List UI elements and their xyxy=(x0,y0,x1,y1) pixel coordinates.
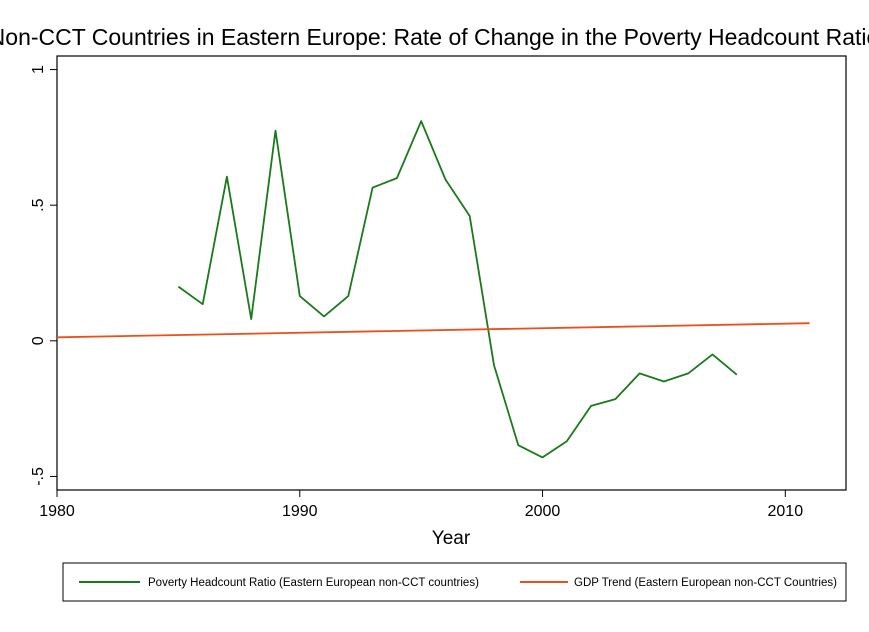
series-line-gdp xyxy=(56,322,810,339)
data-point-poverty xyxy=(590,405,592,407)
legend-label-gdp: GDP Trend (Eastern European non-CCT Coun… xyxy=(574,577,837,589)
x-tick-label: 1980 xyxy=(39,503,75,520)
data-point-poverty xyxy=(372,187,374,189)
data-point-poverty xyxy=(639,372,641,374)
y-axis: -.5 0 .5 1 xyxy=(30,65,57,486)
data-point-poverty xyxy=(299,295,301,297)
x-axis: 1980 1990 2000 2010 xyxy=(39,490,803,520)
series-layer xyxy=(56,120,811,459)
plot-area xyxy=(56,55,847,491)
data-point-poverty xyxy=(250,318,252,320)
data-point-poverty xyxy=(711,353,713,355)
data-point-poverty xyxy=(274,130,276,132)
x-tick-label: 2000 xyxy=(525,503,561,520)
y-tick-label: .5 xyxy=(30,198,47,211)
x-tick-label: 2010 xyxy=(768,503,804,520)
data-point-poverty xyxy=(323,315,325,317)
data-point-poverty xyxy=(469,215,471,217)
data-point-poverty xyxy=(202,303,204,305)
data-point-poverty xyxy=(493,364,495,366)
data-point-poverty xyxy=(736,374,738,376)
chart-title: Non-CCT Countries in Eastern Europe: Rat… xyxy=(0,24,869,50)
data-point-poverty xyxy=(566,440,568,442)
y-tick-label: -.5 xyxy=(30,467,47,486)
x-axis-title: Year xyxy=(432,528,471,549)
legend-box xyxy=(62,562,847,602)
data-point-poverty xyxy=(420,120,422,122)
data-point-poverty xyxy=(542,456,544,458)
data-point-gdp xyxy=(809,322,811,324)
legend-label-poverty: Poverty Headcount Ratio (Eastern Europea… xyxy=(148,577,479,589)
data-point-poverty xyxy=(347,295,349,297)
data-point-poverty xyxy=(614,398,616,400)
data-point-poverty xyxy=(444,178,446,180)
data-point-gdp xyxy=(56,336,58,338)
data-point-poverty xyxy=(177,286,179,288)
y-tick-label: 1 xyxy=(30,65,47,74)
series-line-poverty xyxy=(177,120,738,459)
data-point-poverty xyxy=(663,381,665,383)
y-tick-label: 0 xyxy=(30,336,47,345)
data-point-poverty xyxy=(517,444,519,446)
data-point-poverty xyxy=(687,372,689,374)
x-tick-label: 1990 xyxy=(282,503,318,520)
data-point-poverty xyxy=(396,177,398,179)
data-point-poverty xyxy=(226,176,228,178)
legend: Poverty Headcount Ratio (Eastern Europea… xyxy=(62,562,847,602)
